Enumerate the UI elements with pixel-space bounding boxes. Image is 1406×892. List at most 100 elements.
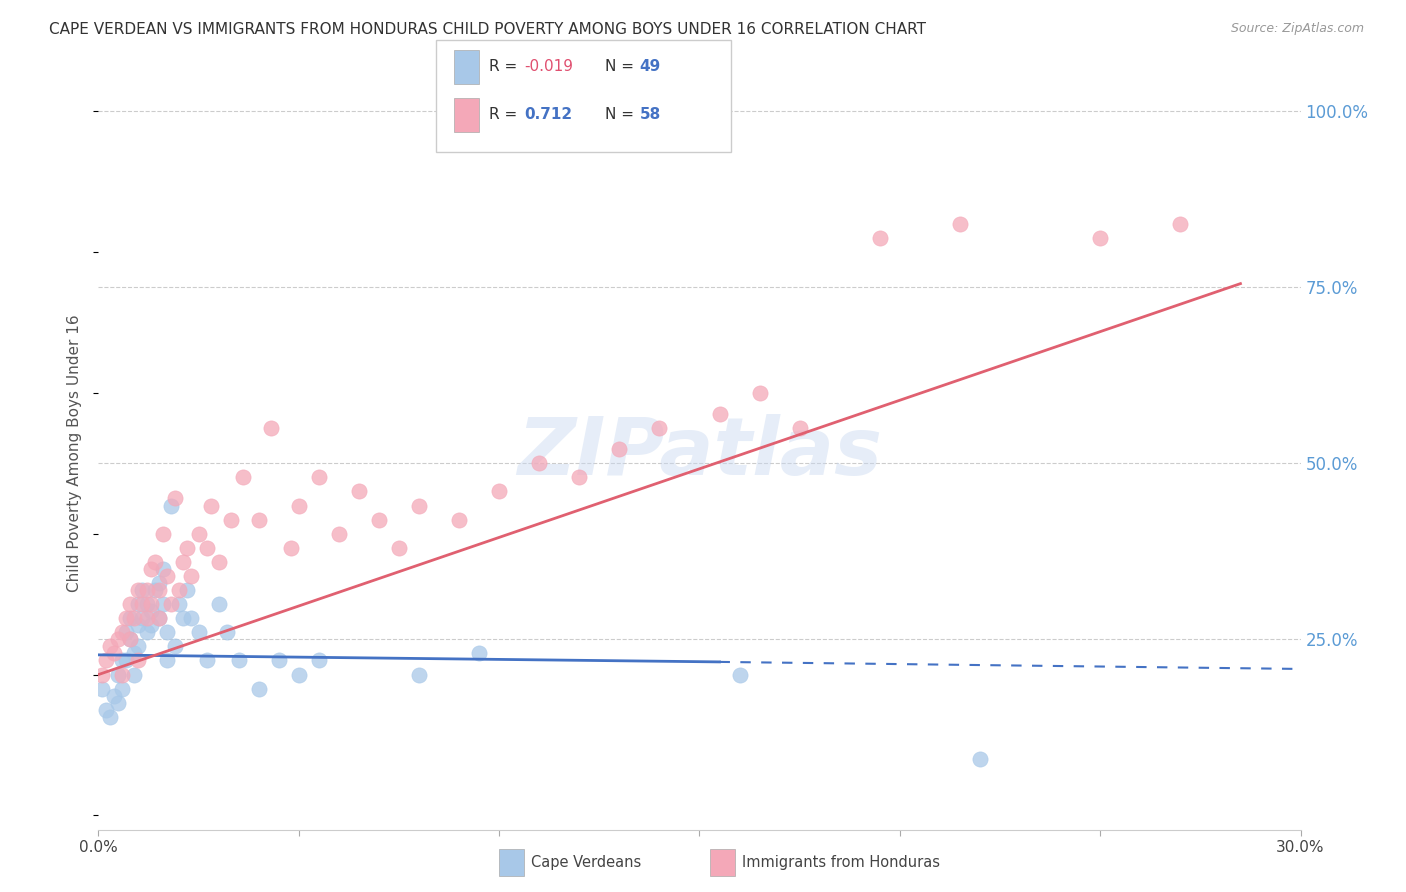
Point: [155, 625, 177, 640]
Point: [288, 667, 311, 681]
Point: [180, 569, 202, 583]
Point: [111, 653, 134, 667]
Point: [152, 562, 174, 576]
Point: [167, 597, 190, 611]
Point: [609, 442, 631, 457]
Text: CAPE VERDEAN VS IMMIGRANTS FROM HONDURAS CHILD POVERTY AMONG BOYS UNDER 16 CORRE: CAPE VERDEAN VS IMMIGRANTS FROM HONDURAS…: [49, 22, 927, 37]
Point: [468, 647, 491, 661]
Point: [408, 667, 430, 681]
Point: [107, 696, 129, 710]
Point: [115, 625, 138, 640]
Point: [139, 562, 162, 576]
Point: [187, 526, 209, 541]
Point: [180, 611, 202, 625]
Y-axis label: Child Poverty Among Boys Under 16: Child Poverty Among Boys Under 16: [67, 314, 83, 591]
Point: [288, 499, 311, 513]
Point: [139, 618, 162, 632]
Text: 49: 49: [640, 59, 661, 74]
Point: [195, 541, 218, 555]
Point: [748, 385, 770, 400]
Point: [709, 407, 731, 421]
Point: [187, 625, 209, 640]
Point: [648, 421, 671, 435]
Point: [195, 653, 218, 667]
Point: [969, 752, 991, 766]
Point: [176, 582, 198, 597]
Text: R =: R =: [489, 107, 523, 122]
Point: [247, 513, 270, 527]
Point: [143, 582, 166, 597]
Point: [247, 681, 270, 696]
Point: [148, 611, 170, 625]
Point: [267, 653, 290, 667]
Point: [111, 681, 134, 696]
Point: [124, 667, 146, 681]
Point: [163, 640, 186, 654]
Point: [120, 632, 142, 647]
Point: [869, 231, 891, 245]
Point: [208, 555, 231, 569]
Point: [96, 653, 118, 667]
Point: [96, 703, 118, 717]
Text: ZIPatlas: ZIPatlas: [517, 414, 882, 491]
Point: [111, 625, 134, 640]
Point: [124, 611, 146, 625]
Text: Source: ZipAtlas.com: Source: ZipAtlas.com: [1230, 22, 1364, 36]
Point: [115, 611, 138, 625]
Point: [135, 625, 157, 640]
Point: [328, 526, 350, 541]
Text: Cape Verdeans: Cape Verdeans: [531, 855, 641, 870]
Point: [347, 484, 370, 499]
Text: 58: 58: [640, 107, 661, 122]
Point: [128, 597, 150, 611]
Point: [159, 499, 181, 513]
Point: [128, 640, 150, 654]
Point: [103, 689, 125, 703]
Point: [91, 681, 114, 696]
Point: [280, 541, 302, 555]
Point: [143, 555, 166, 569]
Point: [208, 597, 231, 611]
Point: [200, 499, 222, 513]
Text: N =: N =: [605, 59, 638, 74]
Point: [115, 653, 138, 667]
Point: [152, 526, 174, 541]
Point: [139, 597, 162, 611]
Point: [167, 582, 190, 597]
Point: [219, 513, 242, 527]
Point: [388, 541, 411, 555]
Point: [135, 611, 157, 625]
Point: [1170, 217, 1192, 231]
Point: [148, 611, 170, 625]
Point: [100, 640, 122, 654]
Point: [120, 611, 142, 625]
Point: [789, 421, 811, 435]
Point: [232, 470, 254, 484]
Point: [120, 632, 142, 647]
Text: R =: R =: [489, 59, 523, 74]
Point: [172, 555, 194, 569]
Point: [308, 470, 330, 484]
Point: [447, 513, 470, 527]
Point: [159, 597, 181, 611]
Point: [111, 667, 134, 681]
Point: [103, 647, 125, 661]
Point: [529, 456, 551, 470]
Point: [124, 647, 146, 661]
Point: [107, 667, 129, 681]
Point: [488, 484, 510, 499]
Point: [215, 625, 238, 640]
Point: [131, 582, 153, 597]
Point: [128, 618, 150, 632]
Point: [155, 569, 177, 583]
Point: [728, 667, 751, 681]
Point: [131, 611, 153, 625]
Point: [368, 513, 391, 527]
Point: [139, 604, 162, 618]
Point: [100, 710, 122, 724]
Text: Immigrants from Honduras: Immigrants from Honduras: [742, 855, 941, 870]
Point: [1088, 231, 1111, 245]
Point: [152, 597, 174, 611]
Point: [135, 582, 157, 597]
Point: [176, 541, 198, 555]
